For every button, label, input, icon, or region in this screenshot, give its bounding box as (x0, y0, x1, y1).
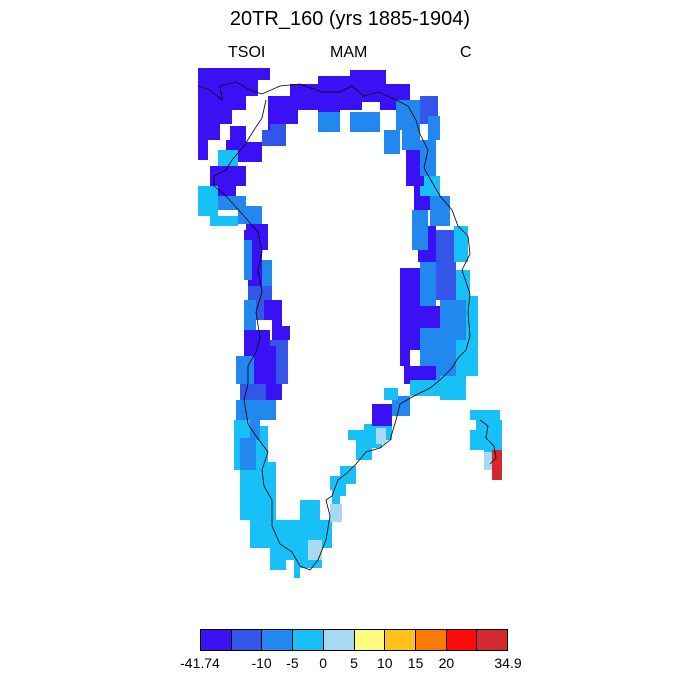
map-cell (266, 384, 282, 400)
variable-label: TSOI (228, 44, 266, 61)
coastline-west (197, 81, 471, 571)
colorbar-tick-label: -10 (251, 655, 272, 671)
colorbar (200, 629, 508, 651)
colorbar-segment (231, 630, 263, 650)
colorbar-segment (385, 630, 416, 650)
colorbar-segment (446, 630, 478, 650)
colorbar-tick-label: 20 (438, 655, 455, 671)
map-cell (250, 400, 276, 440)
map-cell (420, 176, 440, 196)
map-cell (330, 504, 342, 522)
map-cell (456, 340, 478, 376)
map-cell (218, 150, 238, 166)
colorbar-segment (262, 630, 294, 650)
map-cell (430, 196, 450, 226)
map-cell (384, 388, 398, 400)
map-cell (236, 400, 250, 420)
plot-title: 20TR_160 (yrs 1885-1904) (229, 8, 471, 30)
colorbar-segment (293, 630, 324, 650)
map-cell (238, 206, 262, 224)
colorbar-segment (354, 630, 386, 650)
map-cell (400, 268, 420, 366)
map-cell (406, 150, 424, 186)
map-cell (410, 380, 440, 396)
map-cell (244, 330, 276, 384)
map-cell (466, 296, 478, 342)
colorbar-segment (477, 630, 508, 650)
map-cell (412, 210, 428, 250)
map-cell (240, 438, 256, 470)
units-label: C (460, 44, 472, 61)
map-cell (404, 366, 440, 384)
map-cell (372, 404, 392, 426)
colorbar-segment (201, 630, 232, 650)
season-label: MAM (330, 44, 368, 61)
map-cell (376, 428, 386, 444)
coastline-iceland (479, 419, 497, 465)
map-cell (308, 540, 322, 560)
colorbar-tick-label: -5 (286, 655, 299, 671)
map-cell (428, 116, 440, 140)
colorbar-segment (323, 630, 355, 650)
map-cell (436, 266, 456, 300)
map-cell (244, 300, 256, 330)
map-cell (396, 100, 420, 130)
map-cell (318, 112, 340, 132)
map-cell (436, 230, 456, 266)
map-cell (350, 112, 380, 132)
map-cell (440, 300, 466, 340)
map-cell (492, 450, 502, 480)
colorbar-tick-label: 15 (407, 655, 424, 671)
map-cell (456, 270, 470, 300)
map-cell (262, 124, 286, 146)
map-cell (420, 262, 436, 306)
map-cell (454, 226, 468, 262)
coastlines (197, 81, 497, 571)
colorbar-segment (415, 630, 447, 650)
map-cell (420, 140, 436, 176)
map-cell (226, 126, 262, 162)
map-cells (198, 68, 502, 578)
map-cell (420, 306, 440, 328)
map-cell (440, 376, 466, 400)
map-cell (264, 300, 290, 340)
colorbar-tick-label: 34.9 (494, 655, 522, 671)
colorbar-tick-label: 5 (350, 655, 358, 671)
colorbar-tick-label: 10 (377, 655, 393, 671)
map-cell (244, 240, 252, 280)
map-cell (384, 130, 400, 154)
map-cell (234, 420, 392, 578)
colorbar-tick-label: 0 (319, 655, 328, 671)
colorbar-tick-label: -41.74 (180, 655, 220, 671)
map-cell (270, 340, 288, 384)
map-cell (402, 130, 420, 150)
